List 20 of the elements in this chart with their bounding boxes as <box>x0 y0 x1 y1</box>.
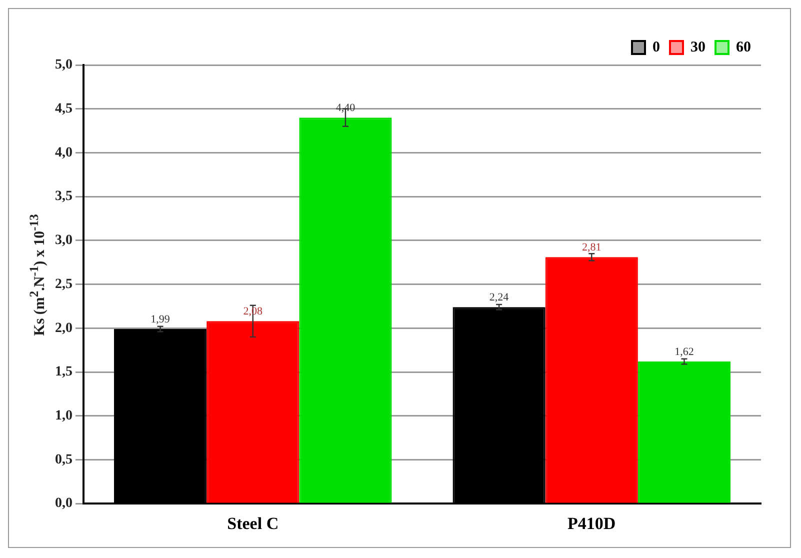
legend-label: 0 <box>652 39 660 56</box>
x-tick-label: P410D <box>568 514 616 534</box>
data-label: 2,24 <box>489 292 510 304</box>
x-tick-label: Steel C <box>227 514 279 534</box>
y-tick-label: 0,0 <box>55 496 72 512</box>
y-tick-label: 4,0 <box>55 145 72 160</box>
y-tick-label: 0,5 <box>55 452 72 468</box>
y-tick-label: 5,0 <box>55 58 72 73</box>
y-tick-label: 2,5 <box>55 276 72 292</box>
legend-label: 60 <box>736 39 751 56</box>
data-label: 2,81 <box>582 241 602 254</box>
y-tick-label: 1,0 <box>55 408 72 424</box>
data-label: 1,62 <box>674 346 694 358</box>
legend-label: 30 <box>690 39 706 56</box>
y-tick-label: 3,0 <box>55 233 72 248</box>
y-tick-label: 4,5 <box>55 101 72 116</box>
y-tick-label: 2,0 <box>55 320 72 336</box>
y-tick-label: 3,5 <box>55 189 72 204</box>
y-tick-label: 1,5 <box>55 364 72 380</box>
data-label: 1,99 <box>150 313 170 326</box>
